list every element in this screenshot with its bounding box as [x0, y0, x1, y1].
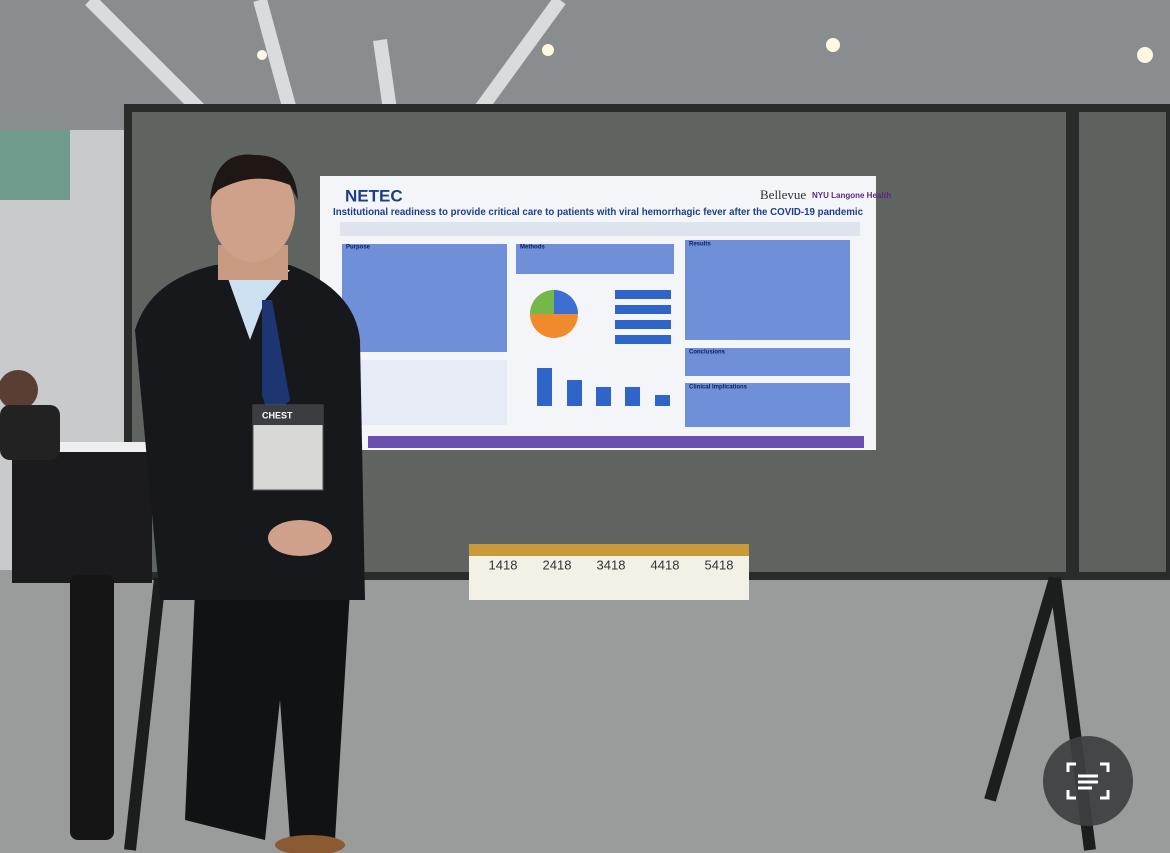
- section-heading: Methods: [520, 245, 545, 251]
- section-box: [685, 383, 850, 427]
- section-heading: Conclusions: [689, 350, 726, 356]
- section-box: [342, 244, 507, 352]
- result-pills: [615, 290, 671, 344]
- table: [12, 448, 152, 583]
- tie: [262, 300, 290, 420]
- ceiling-lights: [257, 38, 1153, 63]
- visual-lookup-icon: [1066, 762, 1110, 800]
- board-sign: 1418 2418 3418 4418 5418: [469, 544, 749, 600]
- sign-number: 3418: [597, 557, 626, 572]
- section-heading: Results: [689, 242, 711, 248]
- poster-board-right: [1071, 104, 1170, 580]
- sign-number: 1418: [489, 557, 518, 572]
- section-heading: Clinical Implications: [689, 385, 748, 391]
- badge-text: CHEST: [262, 410, 293, 420]
- poster-title: Institutional readiness to provide criti…: [333, 206, 863, 218]
- attendee-head: [0, 370, 38, 410]
- partner-logo: NYU Langone Health: [812, 191, 891, 200]
- face: [211, 158, 295, 262]
- sign-number: 4418: [651, 557, 680, 572]
- section-box: [685, 348, 850, 376]
- hands: [268, 520, 332, 556]
- pie-slice: [554, 290, 578, 314]
- shirt: [225, 270, 290, 340]
- partner-logo: Bellevue: [760, 187, 806, 202]
- person: CHEST: [135, 154, 365, 853]
- poster: NETEC Bellevue NYU Langone Health Instit…: [320, 176, 891, 450]
- table-box: [342, 360, 507, 425]
- ceiling-beams: [85, 0, 566, 115]
- table-top: [12, 442, 152, 452]
- badge-header: [253, 405, 323, 425]
- author-line: [340, 222, 860, 236]
- sign-header: [469, 544, 749, 556]
- window: [0, 130, 70, 200]
- trousers: [185, 590, 350, 840]
- hair: [210, 154, 298, 200]
- sign-number: 5418: [705, 557, 734, 572]
- poster-footer: [368, 436, 864, 448]
- shoe: [275, 835, 345, 853]
- floor: [0, 570, 1170, 853]
- poster-logo: NETEC: [345, 186, 403, 205]
- sign-number: 2418: [543, 557, 572, 572]
- attendee-body: [0, 405, 60, 460]
- section-box: [685, 240, 850, 340]
- pie-slice: [530, 290, 554, 314]
- bar-chart: [537, 368, 670, 406]
- jacket: [135, 265, 365, 600]
- section-box: [516, 244, 674, 274]
- section-heading: Purpose: [346, 245, 371, 251]
- poster-tube: [70, 575, 114, 840]
